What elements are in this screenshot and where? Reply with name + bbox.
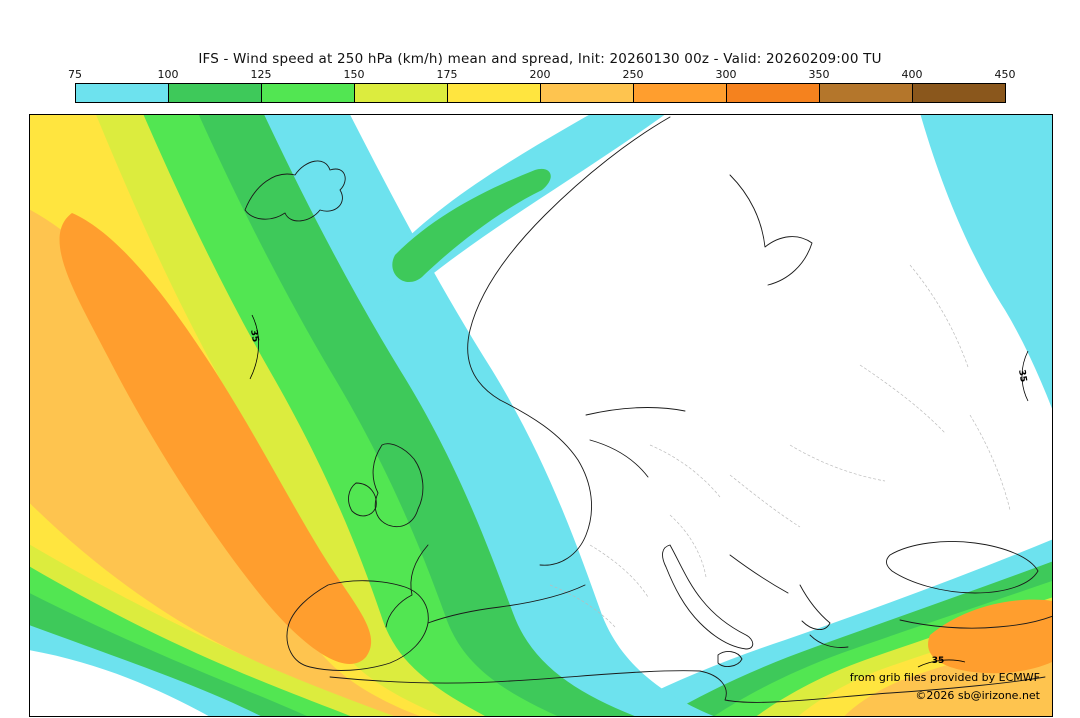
east-jet-core-250 [928, 599, 1052, 674]
colorbar-segment [820, 84, 913, 102]
colorbar-segment [169, 84, 262, 102]
colorbar-segments [75, 83, 1006, 103]
northeast-band-75 [920, 115, 1052, 409]
colorbar-segment [541, 84, 634, 102]
coastline-north-africa [329, 670, 1046, 703]
colorbar-tick-label: 350 [808, 68, 830, 81]
colorbar-ticks: 75 100 125 150 175 200 250 300 350 400 450 [68, 68, 1016, 83]
coastline-white-sea [729, 174, 813, 286]
colorbar-tick-label: 125 [250, 68, 272, 81]
coastline-gulf-of-finland [585, 407, 686, 478]
wind-speed-fill-layer [30, 115, 1052, 716]
country-border [909, 264, 1011, 511]
coastline-greenland-iceland [244, 160, 346, 222]
colorbar-segment [727, 84, 820, 102]
colorbar-tick-label: 150 [343, 68, 365, 81]
colorbar-tick-label: 300 [715, 68, 737, 81]
coastline-iberia [286, 580, 429, 671]
coastline-france [385, 544, 429, 628]
coastline-black-sea [886, 541, 1039, 594]
spread-contour [1021, 350, 1029, 402]
coastline-med-north [427, 584, 586, 624]
spread-contour [917, 659, 966, 668]
coastline-ireland [348, 482, 377, 517]
spread-contour-label: 35 [931, 656, 945, 666]
spread-contour-layer [249, 314, 1029, 668]
atlantic-jet-core-250 [59, 213, 372, 664]
coastline-anatolia [899, 615, 1052, 629]
weather-map-svg [30, 115, 1052, 716]
scandinavia-core-100 [392, 168, 551, 282]
colorbar-tick-label: 450 [994, 68, 1016, 81]
colorbar-tick-label: 250 [622, 68, 644, 81]
spread-contour-label: 35 [1015, 368, 1029, 384]
coastline-britain [372, 443, 424, 528]
country-border [549, 364, 946, 628]
coastline-sicily [717, 651, 743, 667]
coastline-norway [467, 116, 671, 401]
attribution-copyright: ©2026 sb@irizone.net [915, 689, 1040, 702]
coastline-layer [244, 116, 1052, 703]
colorbar-segment [913, 84, 1005, 102]
colorbar-tick-label: 75 [68, 68, 82, 81]
attribution-source: from grib files provided by ECMWF [849, 671, 1040, 684]
colorbar-segment [355, 84, 448, 102]
colorbar-tick-label: 175 [436, 68, 458, 81]
page-title: IFS - Wind speed at 250 hPa (km/h) mean … [198, 51, 882, 67]
coastline-baltic [499, 399, 592, 566]
colorbar-segment [448, 84, 541, 102]
coastline-italy [662, 544, 754, 650]
colorbar: 75 100 125 150 175 200 250 300 350 400 450 [68, 68, 1016, 103]
coastline-adriatic-balkans [729, 554, 849, 648]
colorbar-tick-label: 200 [529, 68, 551, 81]
colorbar-tick-label: 100 [157, 68, 179, 81]
spread-contour-label: 35 [247, 328, 261, 344]
weather-map: 35 35 35 from grib files provided by ECMWF… [29, 114, 1053, 717]
spread-contour [249, 314, 259, 380]
colorbar-segment [262, 84, 355, 102]
colorbar-segment [76, 84, 169, 102]
colorbar-tick-label: 400 [901, 68, 923, 81]
country-border-layer [549, 264, 1011, 628]
colorbar-segment [634, 84, 727, 102]
